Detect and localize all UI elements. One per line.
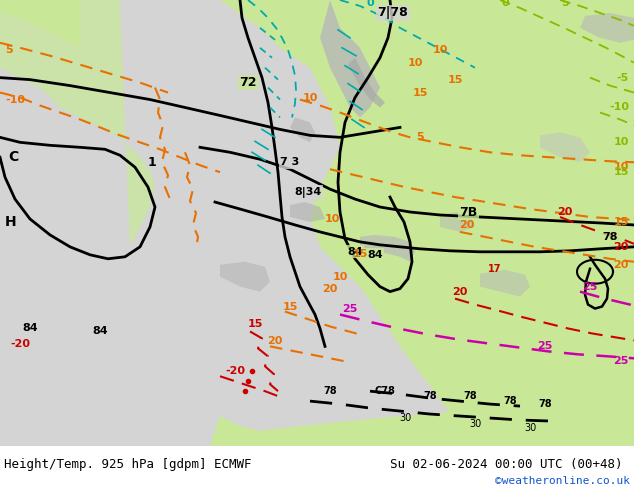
Text: -20: -20 — [225, 366, 245, 376]
Text: 10: 10 — [614, 162, 629, 172]
Text: 0: 0 — [501, 0, 509, 8]
Text: 25: 25 — [614, 356, 629, 367]
Text: 17: 17 — [488, 264, 501, 274]
Text: 10: 10 — [432, 45, 448, 55]
Text: 15: 15 — [282, 301, 298, 312]
Polygon shape — [210, 386, 634, 446]
Polygon shape — [540, 132, 590, 162]
Text: 84: 84 — [22, 323, 38, 334]
Text: H: H — [5, 215, 16, 229]
Text: 10: 10 — [614, 137, 629, 147]
Polygon shape — [290, 118, 315, 142]
Text: 25: 25 — [342, 303, 358, 314]
Text: -5: -5 — [617, 73, 629, 83]
Text: 84: 84 — [367, 250, 383, 260]
Text: 15: 15 — [614, 167, 629, 177]
Text: 20: 20 — [322, 284, 338, 294]
Text: 8|34: 8|34 — [294, 187, 321, 197]
Text: 20: 20 — [614, 260, 629, 270]
Polygon shape — [0, 0, 155, 247]
Text: 78: 78 — [538, 399, 552, 409]
Text: 15: 15 — [247, 319, 262, 329]
Text: 1: 1 — [148, 156, 157, 169]
Text: 10: 10 — [302, 93, 318, 102]
Polygon shape — [480, 270, 530, 296]
Text: 72: 72 — [239, 76, 257, 89]
Polygon shape — [290, 202, 325, 222]
Text: 78: 78 — [503, 396, 517, 406]
Text: Height/Temp. 925 hPa [gdpm] ECMWF: Height/Temp. 925 hPa [gdpm] ECMWF — [4, 458, 252, 471]
Text: 7|78: 7|78 — [378, 6, 408, 20]
Polygon shape — [220, 262, 270, 292]
Text: C: C — [8, 150, 18, 164]
Text: 15: 15 — [448, 74, 463, 85]
Text: 7 3: 7 3 — [280, 157, 300, 167]
Text: C78: C78 — [375, 386, 396, 396]
Polygon shape — [310, 0, 634, 252]
Text: 30: 30 — [399, 413, 411, 423]
Polygon shape — [360, 235, 415, 262]
Text: 10: 10 — [332, 271, 347, 282]
Text: 20: 20 — [268, 337, 283, 346]
Polygon shape — [580, 13, 634, 43]
Polygon shape — [220, 0, 634, 426]
Text: Su 02-06-2024 00:00 UTC (00+48): Su 02-06-2024 00:00 UTC (00+48) — [390, 458, 623, 471]
Text: 20: 20 — [614, 242, 629, 252]
Text: -10: -10 — [5, 95, 25, 104]
Text: 5: 5 — [416, 132, 424, 143]
Text: 78: 78 — [602, 232, 618, 242]
Text: 30: 30 — [524, 423, 536, 433]
Text: 78: 78 — [323, 386, 337, 396]
Text: 30: 30 — [469, 419, 481, 429]
Text: 15: 15 — [614, 217, 629, 227]
Text: -10: -10 — [609, 102, 629, 113]
Text: 0: 0 — [366, 0, 374, 8]
Text: 10: 10 — [407, 58, 423, 68]
Text: 20: 20 — [452, 287, 468, 296]
Text: 15: 15 — [412, 88, 428, 98]
Polygon shape — [0, 0, 80, 48]
Polygon shape — [320, 0, 380, 118]
Text: 78: 78 — [463, 391, 477, 401]
Text: 20: 20 — [557, 207, 573, 217]
Text: 5: 5 — [561, 0, 569, 8]
Text: 7B: 7B — [459, 205, 477, 219]
Text: 20: 20 — [459, 220, 475, 230]
Text: 78: 78 — [423, 391, 437, 401]
Text: 84: 84 — [92, 326, 108, 337]
Text: 15: 15 — [353, 249, 368, 259]
Text: -20: -20 — [10, 340, 30, 349]
Text: ©weatheronline.co.uk: ©weatheronline.co.uk — [495, 476, 630, 486]
Polygon shape — [348, 58, 385, 107]
Text: 10: 10 — [325, 214, 340, 224]
Text: 5: 5 — [5, 45, 13, 55]
Text: 84: 84 — [347, 247, 363, 257]
Polygon shape — [440, 212, 475, 232]
Text: 25: 25 — [582, 282, 598, 292]
Text: 25: 25 — [537, 342, 553, 351]
